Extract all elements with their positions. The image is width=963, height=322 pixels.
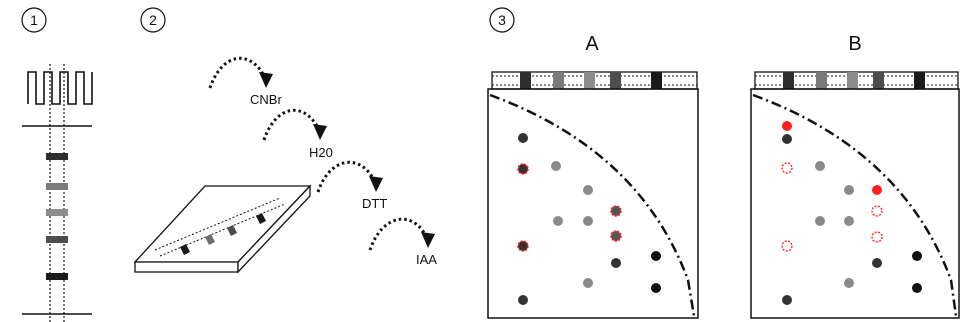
protein-spot <box>815 216 825 226</box>
curved-arrow <box>262 108 322 141</box>
reagent-iaa-label: IAA <box>416 252 437 267</box>
panel-b-boundary-curve <box>752 93 958 317</box>
slab-band <box>180 244 190 255</box>
strip-band <box>651 72 662 89</box>
protein-spot <box>844 216 854 226</box>
step-1-number: 1 <box>30 12 38 28</box>
protein-spot <box>553 216 563 226</box>
gel-band <box>46 236 68 243</box>
slab-band <box>227 225 237 236</box>
strip-band <box>553 72 564 89</box>
gel-band <box>46 183 68 190</box>
slab-band <box>256 213 266 224</box>
step-3-group: 3 A <box>487 7 960 319</box>
protein-spot-missing <box>871 231 883 243</box>
protein-spot <box>782 134 792 144</box>
protein-spot-missing <box>871 205 883 217</box>
reagent-dtt-label: DTT <box>362 196 387 211</box>
protein-spot <box>782 295 792 305</box>
gel-band <box>46 209 68 216</box>
protein-spot <box>583 278 593 288</box>
slab-lane-dotted <box>154 197 281 251</box>
panel-a-title: A <box>585 33 599 55</box>
protein-spot <box>583 185 593 195</box>
panel-b: B <box>750 33 960 319</box>
step-1-circle <box>21 7 47 33</box>
protein-spot <box>844 185 854 195</box>
protein-spot <box>551 161 561 171</box>
step-1-group: 1 <box>21 7 93 322</box>
protein-spot-highlighted <box>610 205 622 217</box>
panel-a: A <box>487 33 699 319</box>
arrowhead <box>259 72 273 88</box>
slab-band <box>205 234 215 245</box>
protein-spot <box>651 251 661 261</box>
strip-band <box>783 72 794 89</box>
protein-spot <box>583 216 593 226</box>
arrowhead <box>421 232 435 248</box>
protein-spot-missing <box>781 162 793 174</box>
strip-band <box>914 72 925 89</box>
slab-lane-dotted <box>159 203 286 257</box>
protein-spot <box>844 278 854 288</box>
protein-spot <box>518 133 528 143</box>
protein-spot <box>912 283 922 293</box>
step-2-group: 2 CNBr H20 DTT IAA <box>133 7 437 274</box>
reagent-cnbr-label: CNBr <box>250 92 282 107</box>
reagent-h2o-label: H20 <box>309 145 333 160</box>
strip-band <box>610 72 621 89</box>
protein-spot-red <box>872 185 882 195</box>
step-2-number: 2 <box>149 12 157 28</box>
step-3-circle <box>489 7 515 33</box>
panel-a-boundary-curve <box>489 93 696 317</box>
panel-a-frame <box>487 88 699 319</box>
protein-spot <box>815 161 825 171</box>
gel-band <box>46 273 68 280</box>
strip-band <box>584 72 595 89</box>
protein-spot-highlighted <box>517 240 529 252</box>
protein-spot-missing <box>781 240 793 252</box>
gel-slab-front <box>134 261 239 273</box>
strip-band <box>520 72 531 89</box>
arrowhead <box>313 124 327 140</box>
square-wave-trace <box>27 71 93 105</box>
step-3-number: 3 <box>498 12 506 28</box>
curved-arrow <box>208 56 268 89</box>
gel-slab-side <box>237 184 311 274</box>
protein-spot <box>651 283 661 293</box>
step-2-circle <box>140 7 166 33</box>
curved-arrow <box>368 217 430 251</box>
gel-band <box>46 153 68 160</box>
protein-spot <box>611 258 621 268</box>
protein-spot-red <box>782 121 792 131</box>
strip-band <box>873 72 884 89</box>
protein-spot <box>872 258 882 268</box>
strip-band <box>847 72 858 89</box>
protein-spot-highlighted <box>517 163 529 175</box>
panel-b-title: B <box>848 33 861 55</box>
curved-arrow <box>316 160 378 193</box>
protein-spot <box>518 295 528 305</box>
arrowhead <box>369 176 383 192</box>
protein-spot <box>912 251 922 261</box>
protein-spot-highlighted <box>610 230 622 242</box>
panel-b-frame <box>750 88 960 319</box>
strip-band <box>816 72 827 89</box>
